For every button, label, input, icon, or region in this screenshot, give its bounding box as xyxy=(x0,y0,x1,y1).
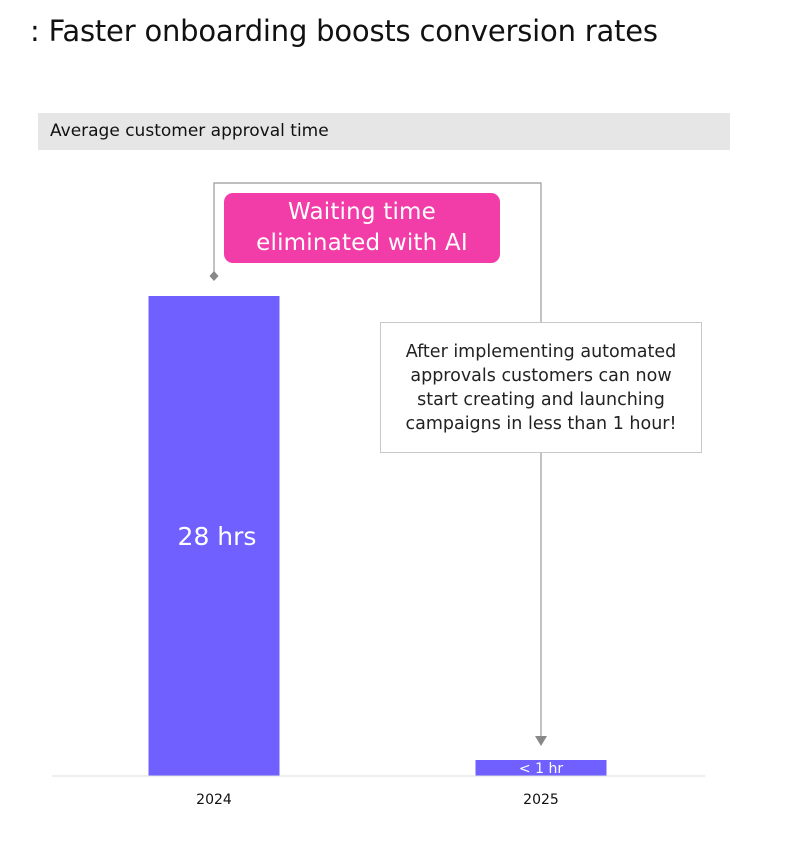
chart-subtitle-band: Average customer approval time xyxy=(38,113,730,150)
chart-title: Average customer approval time xyxy=(50,121,329,141)
bracket-connector xyxy=(213,182,542,322)
x-axis-ticks: 2024 2025 xyxy=(196,792,559,808)
x-tick-2025: 2025 xyxy=(523,792,559,808)
data-label-2025: < 1 hr xyxy=(519,761,563,777)
callout-waiting-time: Waiting time eliminated with AI xyxy=(224,193,500,263)
x-tick-2024: 2024 xyxy=(196,792,232,808)
bracket-end-diamond xyxy=(209,271,219,281)
bar-2024 xyxy=(148,296,280,776)
note-arrow-head xyxy=(535,736,547,746)
bar-series: 28 hrs < 1 hr xyxy=(148,296,607,777)
annotation-note: After implementing automated approvals c… xyxy=(380,322,702,453)
bar-2025 xyxy=(475,760,607,776)
annotation-connectors xyxy=(209,182,547,746)
data-label-2024: 28 hrs xyxy=(178,522,257,551)
page-title: : Faster onboarding boosts conversion ra… xyxy=(30,14,658,48)
